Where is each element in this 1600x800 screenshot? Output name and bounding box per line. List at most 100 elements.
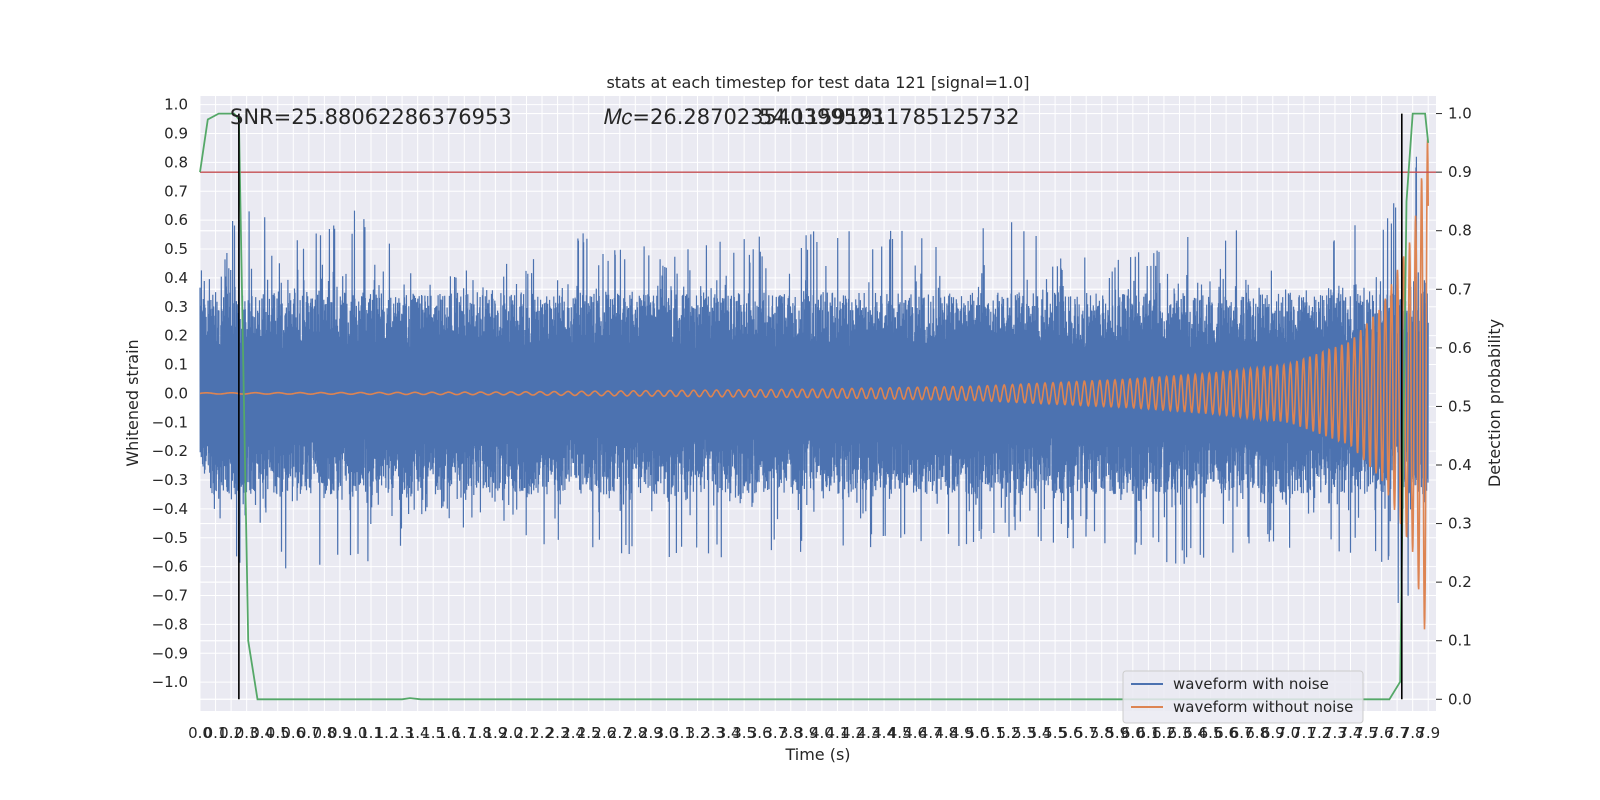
x-tick-label: 0.6 — [281, 724, 305, 742]
legend-label-clean: waveform without noise — [1173, 698, 1353, 716]
y2-axis-label: Detection probability — [1485, 319, 1504, 487]
y2-tick-label: 0.7 — [1448, 280, 1472, 298]
y-tick-label: 0.7 — [164, 182, 188, 200]
y2-tick-label: 0.8 — [1448, 222, 1472, 240]
x-tick-label: 4.8 — [934, 724, 958, 742]
y-tick-label: −0.6 — [152, 558, 188, 576]
x-tick-labels: 0.00.10.20.30.40.50.60.70.80.91.01.11.21… — [188, 724, 1440, 742]
x-tick-label: 1.1 — [359, 724, 383, 742]
x-tick-label: 3.1 — [670, 724, 694, 742]
x-tick-label: 5.3 — [1012, 724, 1036, 742]
x-tick-label: 3.5 — [732, 724, 756, 742]
x-tick-label: 2.2 — [530, 724, 554, 742]
x-tick-label: 3.9 — [794, 724, 818, 742]
y-tick-label: 0.0 — [164, 384, 188, 402]
x-tick-label: 7.5 — [1354, 724, 1378, 742]
y2-tick-label: 0.9 — [1448, 163, 1472, 181]
x-tick-label: 2.9 — [639, 724, 663, 742]
y2-tick-label: 0.3 — [1448, 515, 1472, 533]
x-tick-label: 6.3 — [1168, 724, 1192, 742]
y-axis-label: Whitened strain — [123, 339, 142, 466]
x-tick-label: 7.2 — [1307, 724, 1331, 742]
x-tick-label: 6.9 — [1261, 724, 1285, 742]
x-tick-label: 7.3 — [1323, 724, 1347, 742]
y2-tick-label: 0.2 — [1448, 573, 1472, 591]
x-tick-label: 5.7 — [1074, 724, 1098, 742]
x-tick-label: 0.0 — [188, 724, 212, 742]
x-tick-label: 6.7 — [1230, 724, 1254, 742]
y2-tick-label: 0.4 — [1448, 456, 1472, 474]
series-detection-probability — [199, 112, 1430, 701]
x-tick-label: 0.8 — [312, 724, 336, 742]
x-tick-label: 7.9 — [1416, 724, 1440, 742]
x-tick-label: 5.4 — [1028, 724, 1052, 742]
x-tick-label: 0.4 — [250, 724, 274, 742]
x-tick-label: 6.1 — [1136, 724, 1160, 742]
x-tick-label: 3.3 — [701, 724, 725, 742]
y-tick-label: −0.4 — [152, 500, 188, 518]
x-tick-label: 7.4 — [1339, 724, 1363, 742]
x-tick-label: 2.8 — [623, 724, 647, 742]
y-tick-label: 0.3 — [164, 298, 188, 316]
x-tick-label: 7.7 — [1385, 724, 1409, 742]
x-tick-label: 1.4 — [406, 724, 430, 742]
x-tick-label: 2.1 — [515, 724, 539, 742]
x-tick-label: 3.7 — [763, 724, 787, 742]
y2-tick-labels: 1.0 0.9 0.8 0.7 0.6 0.5 0.4 0.3 0.2 0.1 0.0 — [1436, 105, 1472, 708]
x-tick-label: 0.5 — [266, 724, 290, 742]
y-tick-label: −0.9 — [152, 644, 188, 662]
x-tick-label: 4.3 — [857, 724, 881, 742]
x-tick-label: 5.1 — [981, 724, 1005, 742]
y2-tick-label: 0.0 — [1448, 690, 1472, 708]
y2-tick-label: 0.1 — [1448, 632, 1472, 650]
x-tick-label: 5.5 — [1043, 724, 1067, 742]
x-tick-label: 1.3 — [390, 724, 414, 742]
series-waveform-with-noise — [199, 156, 1429, 604]
y-tick-label: 0.6 — [164, 211, 188, 229]
x-tick-label: 5.2 — [997, 724, 1021, 742]
x-tick-label: 4.7 — [919, 724, 943, 742]
x-tick-label: 3.8 — [779, 724, 803, 742]
x-tick-label: 1.9 — [483, 724, 507, 742]
x-tick-label: 4.4 — [872, 724, 896, 742]
y-tick-label: −0.2 — [152, 442, 188, 460]
y-tick-label: 0.5 — [164, 240, 188, 258]
x-tick-label: 1.8 — [468, 724, 492, 742]
x-tick-label: 1.2 — [375, 724, 399, 742]
x-tick-label: 6.8 — [1245, 724, 1269, 742]
y-tick-labels: 1.0 0.9 0.8 0.7 0.6 0.5 0.4 0.3 0.2 0.1 0.0 −0.1 −0.… — [152, 96, 188, 691]
mc-annotation: 𝑀𝑐=26.287023540399523 — [604, 105, 884, 129]
x-tick-label: 3.2 — [686, 724, 710, 742]
x-tick-label: 2.6 — [592, 724, 616, 742]
y2-tick-label: 0.6 — [1448, 339, 1472, 357]
x-tick-label: 2.4 — [561, 724, 585, 742]
x-tick-label: 1.0 — [344, 724, 368, 742]
x-tick-label: 2.0 — [499, 724, 523, 742]
x-tick-label: 0.9 — [328, 724, 352, 742]
x-tick-label: 4.1 — [826, 724, 850, 742]
y-tick-label: 0.2 — [164, 327, 188, 345]
x-tick-label: 4.5 — [888, 724, 912, 742]
x-tick-label: 5.9 — [1105, 724, 1129, 742]
legend-box — [1122, 670, 1364, 724]
y-tick-label: −1.0 — [152, 673, 188, 691]
x-tick-label: 6.5 — [1199, 724, 1223, 742]
x-tick-label: 6.4 — [1183, 724, 1207, 742]
x-tick-label: 6.6 — [1214, 724, 1238, 742]
x-tick-label: 7.1 — [1292, 724, 1316, 742]
x-tick-label: 4.2 — [841, 724, 865, 742]
legend: waveform with noise waveform without noi… — [1122, 670, 1364, 724]
series-waveform-without-noise — [200, 139, 1429, 630]
x-tick-label: 3.4 — [717, 724, 741, 742]
x-tick-label: 0.1 — [204, 724, 228, 742]
x-tick-label: 2.7 — [608, 724, 632, 742]
x-tick-label: 6.2 — [1152, 724, 1176, 742]
x-tick-label: 5.6 — [1059, 724, 1083, 742]
x-tick-label: 1.7 — [452, 724, 476, 742]
chart-title: stats at each timestep for test data 121… — [606, 73, 1029, 92]
x-axis-label: Time (s) — [784, 745, 850, 764]
x-tick-label: 7.6 — [1370, 724, 1394, 742]
x-tick-label: 1.6 — [437, 724, 461, 742]
x-tick-label: 7.8 — [1401, 724, 1425, 742]
legend-label-noise: waveform with noise — [1173, 675, 1329, 693]
